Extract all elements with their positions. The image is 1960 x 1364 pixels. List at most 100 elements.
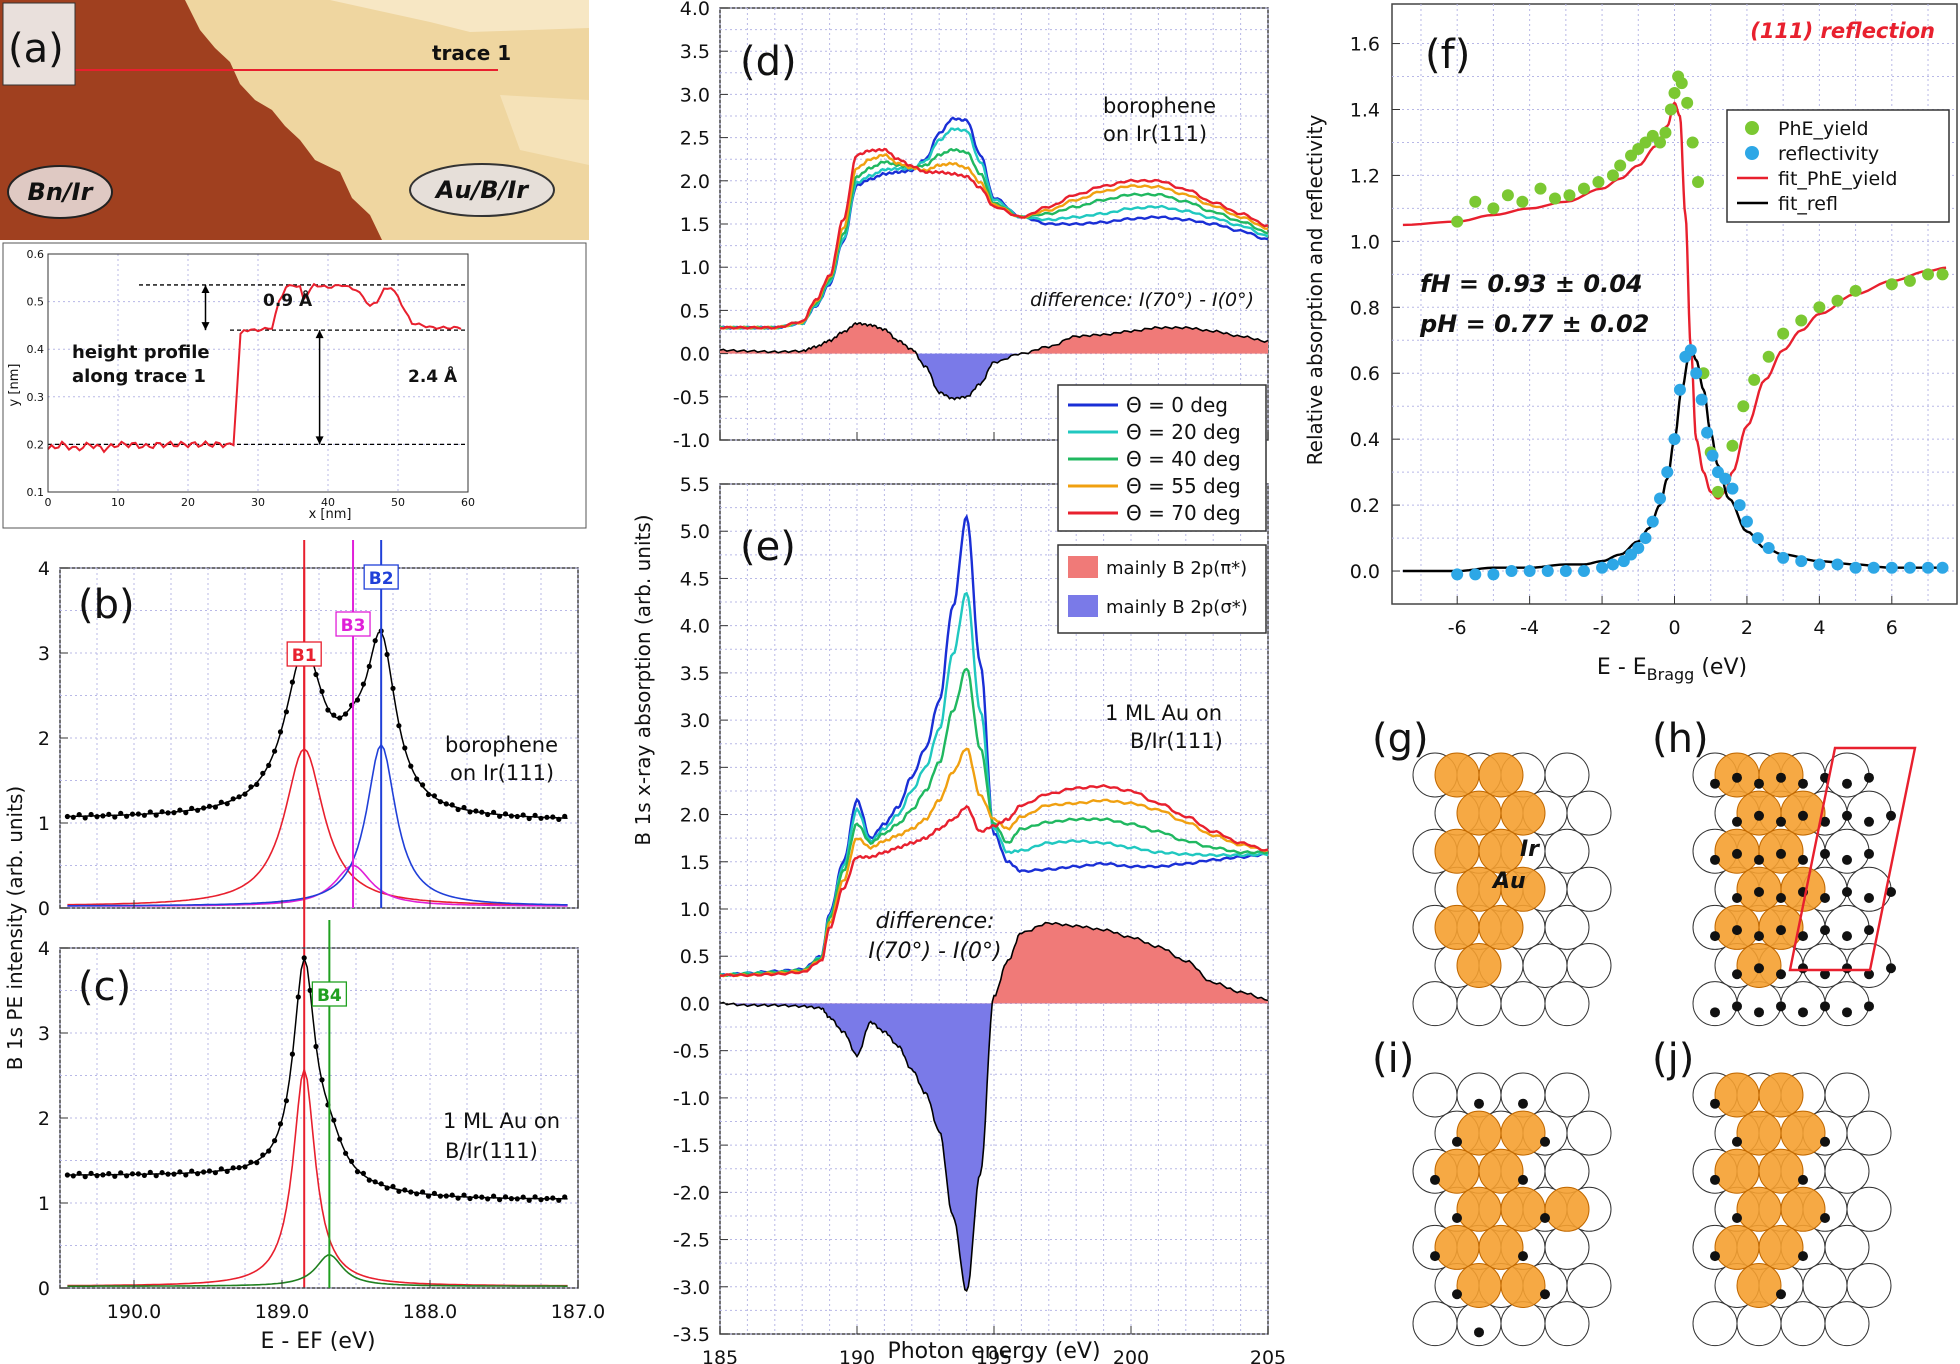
xtick-f: -2 (1593, 617, 1612, 639)
ytick-e: 5.5 (680, 474, 710, 496)
de-ylabel: B 1s x-ray absorption (arb. units) (631, 514, 655, 845)
xtick-f: 0 (1668, 617, 1680, 639)
ir-atom (1824, 1224, 1870, 1270)
data-point (283, 1098, 289, 1104)
reflectivity-point (1777, 551, 1790, 564)
profile-plot-area (47, 253, 469, 493)
data-point (520, 1194, 526, 1200)
phe-yield-point (1469, 195, 1482, 208)
reflectivity-point (1885, 561, 1898, 574)
marker-label-B3: B3 (341, 616, 366, 636)
ytick-b: 0 (38, 898, 50, 920)
reflectivity-point (1661, 466, 1674, 479)
ir-atom (1500, 1301, 1546, 1347)
legend-fill-swatch (1068, 595, 1098, 617)
ytick-b: 3 (38, 643, 50, 665)
legend-theta-label: Θ = 70 deg (1126, 501, 1241, 525)
data-point (402, 745, 408, 751)
data-point (260, 1152, 266, 1158)
data-point (70, 1173, 76, 1179)
data-point (254, 1160, 260, 1166)
reflectivity-point (1936, 561, 1949, 574)
unit-cell (1788, 746, 1917, 972)
ytick-c: 0 (38, 1278, 50, 1300)
phe-yield-point (1577, 182, 1590, 195)
ytick-e: -2.0 (673, 1182, 710, 1204)
data-point (230, 796, 236, 802)
data-point (248, 1159, 254, 1165)
boron-atom (1798, 931, 1808, 942)
au-atom (1456, 790, 1502, 836)
data-point (372, 638, 378, 644)
data-point (218, 799, 224, 805)
c-title-line2: B/Ir(111) (445, 1139, 538, 1163)
data-point (106, 811, 112, 818)
ir-atom (1522, 943, 1568, 989)
panel-letter-h: (h) (1652, 716, 1709, 762)
data-point (124, 1173, 130, 1179)
model-au-label: Au (1491, 869, 1526, 894)
legend-f-label: fit_PhE_yield (1778, 168, 1897, 190)
reflectivity-point (1451, 568, 1464, 581)
boron-atom (1452, 1213, 1462, 1224)
boron-atom (1710, 854, 1720, 865)
data-point (532, 812, 538, 818)
data-point (129, 1171, 136, 1177)
profile-line (47, 282, 462, 454)
reflectivity-point (1606, 558, 1619, 571)
xtick-c: 189.0 (255, 1301, 309, 1323)
data-point (408, 1189, 414, 1195)
boron-atom (1864, 969, 1874, 980)
ytick-f: 0.4 (1350, 429, 1380, 451)
xtick-f: 2 (1741, 617, 1753, 639)
xtick-e: 205 (1250, 1347, 1286, 1364)
data-point (390, 1183, 396, 1190)
data-point (147, 1169, 153, 1175)
ir-atom (1846, 1263, 1892, 1309)
data-point (331, 712, 337, 718)
data-point (236, 1165, 242, 1171)
ytick-d: 2.0 (680, 171, 710, 193)
phe-yield-point (1737, 400, 1750, 413)
ytick-d: -1.0 (673, 430, 710, 452)
xtick-e: 190 (839, 1347, 875, 1364)
boron-atom (1710, 1174, 1720, 1185)
boron-atom (1710, 1098, 1720, 1109)
data-point (467, 1195, 473, 1202)
ir-atom (1544, 752, 1590, 798)
profile-ytick: 0.2 (27, 438, 45, 451)
data-point (189, 805, 195, 812)
data-point (414, 776, 420, 782)
legend-f-label: PhE_yield (1778, 118, 1869, 140)
data-point (165, 1171, 171, 1177)
boron-atom (1732, 1213, 1742, 1224)
data-point (343, 1150, 349, 1156)
difference-line (719, 921, 1269, 1292)
chart-b: 0 1 2 3 4 B1 B3 B2 (b) borophene on Ir(111) (38, 540, 579, 1288)
boron-atom (1864, 848, 1874, 859)
xtick-c: 190.0 (107, 1301, 161, 1323)
stm-image: trace 1 (a) Bn/Ir Au/B/Ir (0, 0, 589, 240)
phe-yield-point (1777, 327, 1790, 340)
reflectivity-point (1668, 433, 1681, 446)
phe-yield-point (1813, 301, 1826, 314)
xtick-e: 185 (702, 1347, 738, 1364)
ir-atom (1456, 1072, 1502, 1118)
profile-xtick: 50 (391, 496, 405, 509)
data-point (372, 1179, 378, 1185)
bc-xlabel: E - EF (eV) (260, 1329, 375, 1354)
e-difference-line2: I(70°) - I(0°) (868, 939, 1001, 964)
ir-atom (1802, 1263, 1848, 1309)
data-point (100, 813, 106, 819)
au-atom (1500, 1263, 1546, 1309)
data-point (491, 1193, 497, 1199)
ir-atom (1780, 981, 1826, 1027)
data-point (354, 1169, 361, 1175)
au-atom (1500, 1186, 1546, 1232)
difference-fill-pi (720, 923, 1268, 1004)
d-title-line2: on Ir(111) (1103, 122, 1207, 146)
au-atom (1434, 752, 1480, 798)
data-point (461, 804, 467, 811)
data-point (272, 748, 278, 754)
reflectivity-point (1673, 383, 1686, 396)
